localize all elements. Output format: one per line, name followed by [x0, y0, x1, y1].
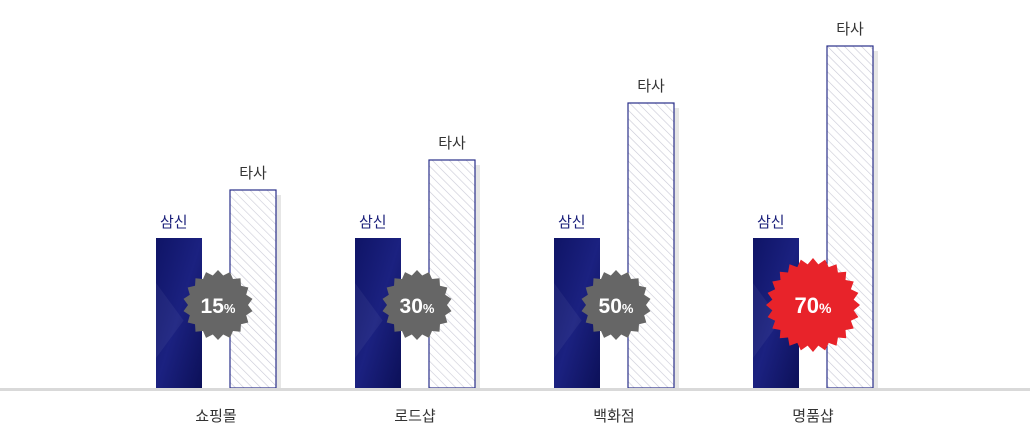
discount-badge-2 — [581, 270, 651, 340]
category-label-2: 백화점 — [593, 407, 634, 425]
bar-label-samsin-1: 삼신 — [359, 213, 387, 231]
bar-label-tasa-0: 타사 — [239, 164, 267, 182]
x-axis — [0, 388, 1030, 391]
bar-tasa-2 — [627, 102, 675, 389]
discount-badge-text-2: 50% — [599, 295, 634, 318]
bar-label-samsin-0: 삼신 — [160, 213, 188, 231]
discount-badge-text-3: 70% — [795, 293, 832, 318]
bar-label-tasa-3: 타사 — [836, 20, 864, 38]
discount-badge-0 — [183, 270, 253, 340]
badges-layer: 15% 30% 50% 70% — [183, 258, 860, 352]
category-label-1: 로드샵 — [394, 407, 436, 425]
category-label-3: 명품샵 — [792, 407, 834, 425]
discount-badge-text-1: 30% — [400, 295, 435, 318]
bar-samsin-facet-3 — [753, 283, 781, 358]
bar-label-samsin-3: 삼신 — [757, 213, 785, 231]
bar-samsin-facet-0 — [156, 283, 184, 358]
category-label-0: 쇼핑몰 — [195, 407, 236, 425]
bar-label-tasa-1: 타사 — [438, 134, 466, 152]
discount-badge-1 — [382, 270, 452, 340]
bar-samsin-facet-1 — [355, 283, 383, 358]
bar-tasa-1 — [428, 159, 476, 389]
bar-label-tasa-2: 타사 — [637, 77, 665, 95]
discount-badge-text-0: 15% — [201, 295, 236, 318]
x-axis-line — [0, 388, 1030, 391]
bar-label-samsin-2: 삼신 — [558, 213, 586, 231]
bar-samsin-facet-2 — [554, 283, 582, 358]
discount-badge-3 — [766, 258, 860, 352]
